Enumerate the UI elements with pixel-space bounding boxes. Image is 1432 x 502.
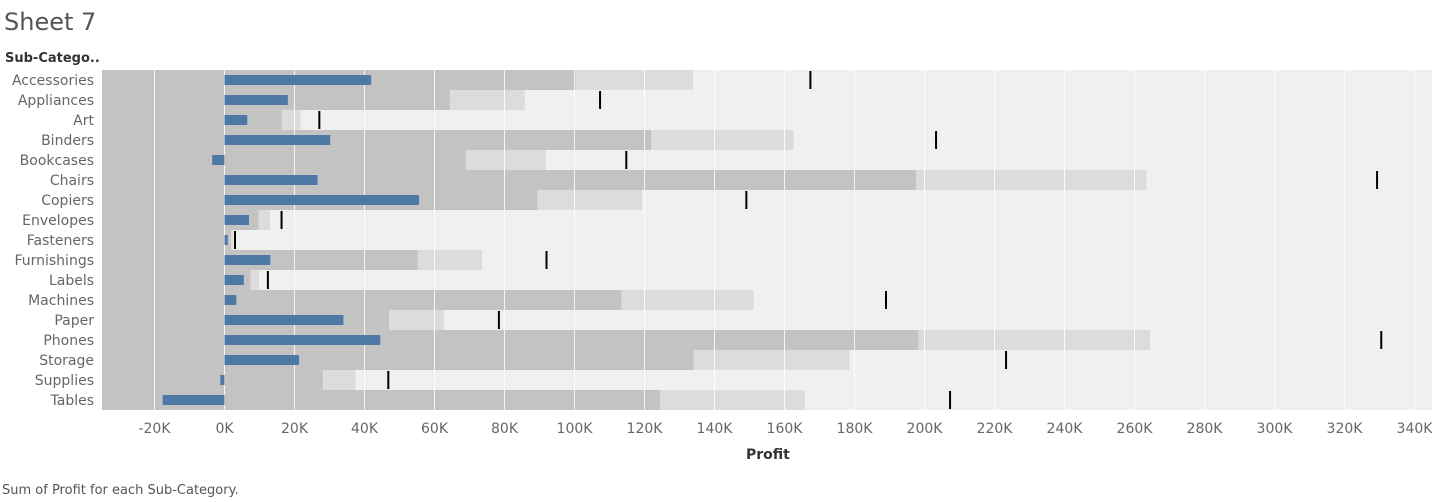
profit-bar[interactable] <box>224 135 331 145</box>
profit-bar[interactable] <box>224 335 381 345</box>
profit-bar[interactable] <box>220 375 225 385</box>
profit-bar[interactable] <box>212 155 225 165</box>
gridline-layer <box>154 70 1415 410</box>
x-tick-label: 320K <box>1327 421 1364 437</box>
category-label[interactable]: Tables <box>50 393 95 409</box>
x-axis-tick-layer: -20K 0K 20K 40K 60K 80K 100K 120K 140K 160K 180K 20… <box>138 421 1432 437</box>
band-layer <box>102 70 1150 410</box>
x-tick-label: 100K <box>557 421 594 437</box>
category-label[interactable]: Art <box>73 113 94 129</box>
x-tick-label: 60K <box>421 421 449 437</box>
category-label[interactable]: Bookcases <box>20 153 94 169</box>
category-label[interactable]: Supplies <box>35 373 94 389</box>
x-axis-title: Profit <box>746 447 790 463</box>
x-tick-label: -20K <box>138 421 171 437</box>
category-label[interactable]: Envelopes <box>22 213 94 229</box>
x-tick-label: 20K <box>281 421 309 437</box>
category-label[interactable]: Furnishings <box>14 253 94 269</box>
x-tick-label: 200K <box>907 421 944 437</box>
row-header-sub-category[interactable]: Sub-Catego.. <box>5 51 100 66</box>
x-tick-label: 40K <box>351 421 379 437</box>
band-60-16 <box>102 390 660 410</box>
band-60-2 <box>102 110 282 130</box>
x-tick-label: 140K <box>697 421 734 437</box>
profit-bar[interactable] <box>224 95 288 105</box>
band-60-3 <box>102 130 652 150</box>
category-label[interactable]: Paper <box>54 313 94 329</box>
category-label[interactable]: Binders <box>41 133 94 149</box>
x-tick-label: 240K <box>1047 421 1084 437</box>
profit-bar[interactable] <box>224 355 300 365</box>
profit-bar[interactable] <box>224 75 372 85</box>
reference-line-layer <box>234 71 1383 409</box>
profit-bar[interactable] <box>224 115 248 125</box>
x-tick-label: 160K <box>767 421 804 437</box>
bullet-chart: Accessories Appliances Art Binders Bookcases… <box>12 70 1432 437</box>
category-label[interactable]: Chairs <box>50 173 94 189</box>
profit-bar[interactable] <box>162 395 225 405</box>
category-label[interactable]: Phones <box>43 333 94 349</box>
profit-bar[interactable] <box>224 175 318 185</box>
sheet-caption: Sum of Profit for each Sub-Category. <box>2 483 239 498</box>
profit-bar[interactable] <box>224 195 420 205</box>
band-60-4 <box>102 150 466 170</box>
band-60-11 <box>102 290 622 310</box>
category-label[interactable]: Storage <box>39 353 94 369</box>
category-label[interactable]: Appliances <box>18 93 94 109</box>
category-label[interactable]: Fasteners <box>27 233 94 249</box>
x-tick-label: 120K <box>627 421 664 437</box>
category-label[interactable]: Machines <box>28 293 94 309</box>
x-tick-label: 340K <box>1397 421 1432 437</box>
profit-bar[interactable] <box>224 295 237 305</box>
profit-bar[interactable] <box>224 275 244 285</box>
profit-bar[interactable] <box>224 315 344 325</box>
profit-bar-layer <box>162 75 420 405</box>
profit-bar[interactable] <box>224 255 271 265</box>
band-60-8 <box>102 230 231 250</box>
category-label[interactable]: Accessories <box>12 73 94 89</box>
category-label[interactable]: Copiers <box>41 193 94 209</box>
band-60-15 <box>102 370 323 390</box>
x-tick-label: 80K <box>491 421 519 437</box>
profit-bar[interactable] <box>224 215 250 225</box>
x-tick-label: 280K <box>1187 421 1224 437</box>
x-tick-label: 0K <box>215 421 234 437</box>
x-tick-label: 180K <box>837 421 874 437</box>
category-label-layer: Accessories Appliances Art Binders Bookcases… <box>12 73 95 409</box>
x-tick-label: 220K <box>977 421 1014 437</box>
x-tick-label: 260K <box>1117 421 1154 437</box>
band-60-14 <box>102 350 694 370</box>
sheet-title: Sheet 7 <box>4 8 97 36</box>
band-60-10 <box>102 270 251 290</box>
profit-bar[interactable] <box>224 235 228 245</box>
category-label[interactable]: Labels <box>49 273 94 289</box>
band-60-7 <box>102 210 259 230</box>
x-tick-label: 300K <box>1257 421 1294 437</box>
